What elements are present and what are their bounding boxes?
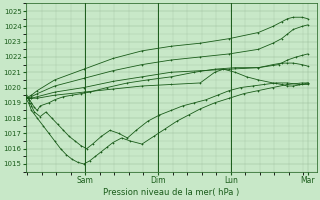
X-axis label: Pression niveau de la mer( hPa ): Pression niveau de la mer( hPa ) [103,188,239,197]
